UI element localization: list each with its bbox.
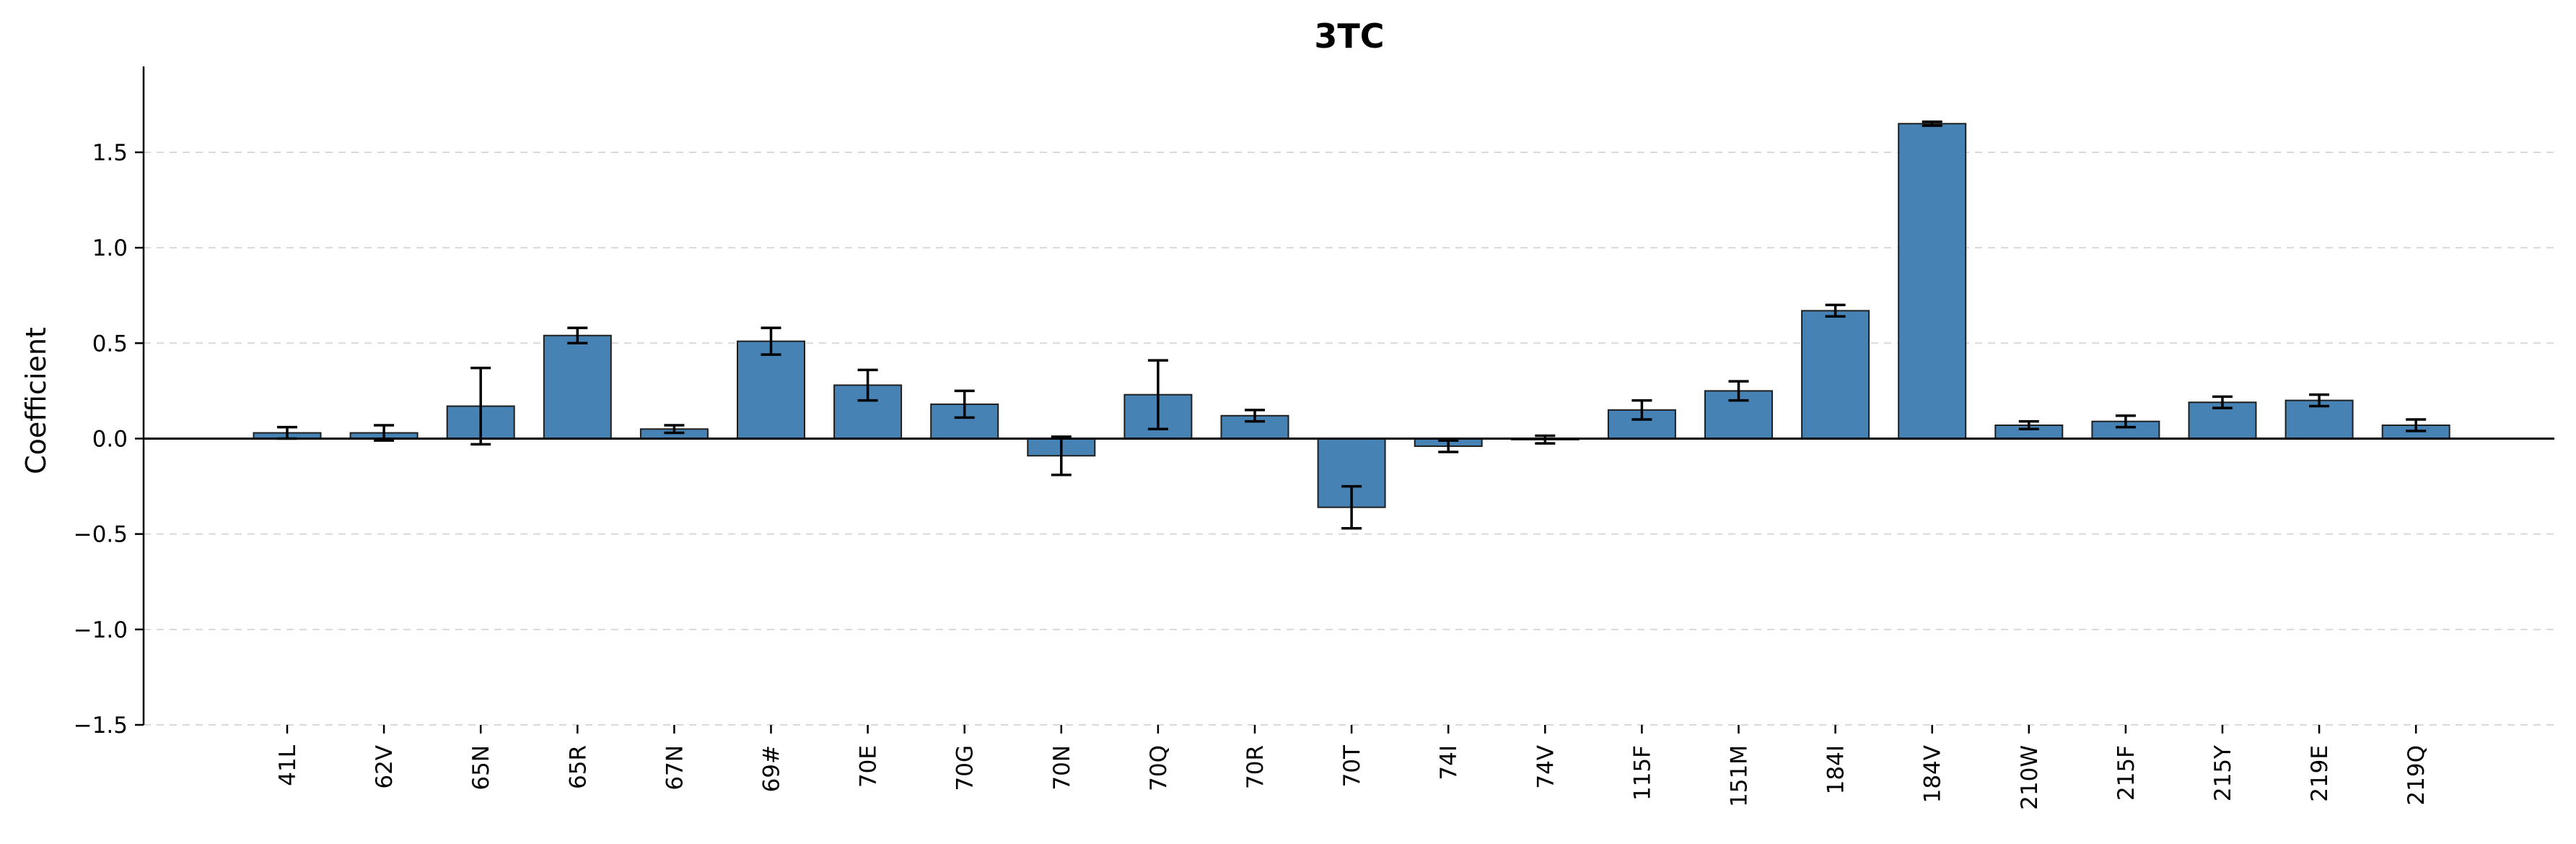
x-tick-label: 219E	[2307, 745, 2333, 802]
error-bar	[954, 389, 975, 419]
x-tick-label: 74V	[1533, 745, 1559, 789]
x-tick-label: 69#	[759, 745, 785, 792]
x-tick-label: 65N	[468, 745, 494, 791]
x-tick-label: 115F	[1629, 745, 1655, 801]
x-tick-label: 184I	[1823, 745, 1849, 794]
x-tick-label: 215F	[2113, 745, 2139, 801]
y-tick-label: −0.5	[74, 522, 128, 548]
error-bar	[1922, 120, 1942, 127]
x-tick-label: 184V	[1920, 745, 1946, 803]
error-bar	[2406, 418, 2427, 432]
x-tick-label: 70T	[1339, 744, 1365, 787]
y-tick-label: −1.5	[74, 713, 128, 739]
error-bar	[2212, 395, 2233, 409]
error-bar	[2115, 414, 2136, 429]
x-tick-label: 215Y	[2210, 745, 2236, 801]
x-tick-label: 62V	[372, 745, 398, 789]
x-tick-label: 70N	[1049, 745, 1075, 791]
error-bar	[2018, 419, 2039, 431]
bars	[253, 123, 2450, 508]
error-bar	[470, 366, 491, 446]
x-tick-label: 210W	[2017, 745, 2043, 810]
bar	[1898, 123, 1967, 440]
error-bar	[1051, 435, 1072, 477]
error-bar	[1147, 359, 1168, 431]
error-bars	[277, 120, 2427, 530]
x-tick-label: 67N	[662, 745, 688, 791]
x-tick-label: 219Q	[2404, 745, 2430, 806]
error-bar	[2309, 393, 2330, 408]
x-tick-label: 70E	[856, 745, 882, 788]
x-tick-label: 70Q	[1146, 745, 1172, 791]
x-tick-label: 70R	[1243, 745, 1269, 789]
error-bar	[1728, 380, 1749, 402]
error-bar	[1438, 439, 1459, 453]
error-bar	[1341, 484, 1362, 530]
y-tick-label: 0.0	[92, 426, 128, 452]
x-tick-label: 70G	[952, 745, 978, 791]
y-tick-label: −1.0	[74, 617, 128, 643]
bar	[1801, 310, 1870, 440]
error-bar	[1631, 399, 1652, 421]
y-ticks: −1.5 −1.0 −0.5 0.0 0.5 1.0 1.5	[74, 140, 144, 739]
x-tick-label: 41L	[275, 744, 301, 786]
y-tick-label: 0.5	[92, 331, 128, 357]
x-tick-label: 65R	[565, 745, 591, 789]
error-bar	[1245, 409, 1265, 423]
error-bar	[567, 326, 588, 345]
chart-title: 3TC	[1314, 17, 1384, 56]
y-tick-label: 1.0	[92, 235, 128, 261]
bar	[737, 340, 805, 440]
y-axis-label: Coefficient	[20, 327, 52, 474]
x-tick-label: 151M	[1727, 745, 1753, 807]
error-bar	[1825, 303, 1846, 318]
x-tick-label: 74I	[1436, 745, 1462, 780]
error-bar	[761, 326, 781, 356]
y-tick-label: 1.5	[92, 140, 128, 166]
bar	[543, 334, 612, 440]
axes	[142, 66, 2554, 725]
error-bar	[857, 368, 878, 402]
x-ticks: 41L 62V 65N 65R 67N 69# 70E 70G 70N 70Q 70R 70T 74I 7…	[275, 725, 2430, 810]
error-bar	[664, 424, 685, 435]
